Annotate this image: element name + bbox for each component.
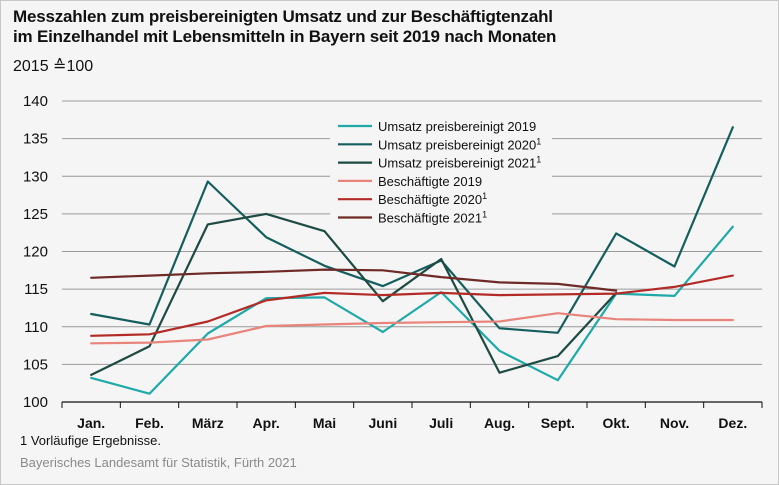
title-line-1: Messzahlen zum preisbereinigten Umsatz u… bbox=[13, 7, 553, 26]
y-tick-label: 105 bbox=[23, 356, 48, 373]
legend-background bbox=[330, 112, 552, 222]
legend-label: Umsatz preisbereinigt 20211 bbox=[378, 155, 541, 171]
legend: Umsatz preisbereinigt 2019 Umsatz preisbe… bbox=[330, 112, 552, 226]
x-tick-label: Dez. bbox=[718, 415, 747, 431]
y-tick-label: 120 bbox=[23, 244, 48, 261]
y-axis: 100 105 110 115 120 125 130 135 140 bbox=[23, 93, 48, 411]
legend-footnote-mark: 1 bbox=[536, 136, 541, 146]
y-tick-label: 110 bbox=[24, 319, 48, 336]
x-tick-label: Juli bbox=[429, 415, 453, 431]
series-line-4 bbox=[90, 312, 734, 345]
x-tick-label: Juni bbox=[368, 415, 397, 431]
y-tick-label: 130 bbox=[23, 168, 48, 185]
series-line-6 bbox=[90, 268, 618, 292]
x-tick-label: Aug. bbox=[484, 415, 515, 431]
legend-label: Beschäftigte 20201 bbox=[378, 191, 487, 207]
legend-label: Beschäftigte 20211 bbox=[378, 210, 487, 226]
x-tick-label: Mai bbox=[313, 415, 336, 431]
x-axis: Jan. Feb. März Apr. Mai Juni Juli Aug. Sept. Okt.… bbox=[61, 401, 763, 431]
chart-subtitle: 2015 ≙100 bbox=[13, 58, 94, 75]
x-tick-label: Apr. bbox=[253, 415, 280, 431]
y-tick-label: 115 bbox=[24, 281, 48, 298]
y-tick-label: 135 bbox=[23, 131, 48, 148]
legend-footnote-mark: 1 bbox=[482, 210, 487, 220]
legend-footnote-mark: 1 bbox=[536, 155, 541, 165]
series-line-3 bbox=[90, 212, 618, 376]
x-tick-label: März bbox=[192, 415, 224, 431]
title-line-2: im Einzelhandel mit Lebensmitteln in Bay… bbox=[13, 27, 557, 46]
legend-footnote-mark: 1 bbox=[482, 191, 487, 201]
x-tick-label: Okt. bbox=[603, 415, 630, 431]
y-tick-label: 125 bbox=[23, 206, 48, 223]
x-tick-label: Nov. bbox=[660, 415, 689, 431]
y-tick-label: 140 bbox=[23, 93, 48, 110]
series-line-1 bbox=[90, 225, 734, 395]
y-tick-label: 100 bbox=[23, 394, 48, 411]
legend-label: Umsatz preisbereinigt 20201 bbox=[378, 136, 541, 152]
series-lines bbox=[90, 126, 734, 395]
x-tick-label: Jan. bbox=[77, 415, 105, 431]
chart-title: Messzahlen zum preisbereinigten Umsatz u… bbox=[13, 7, 773, 47]
series-line-5 bbox=[90, 274, 734, 337]
legend-label: Beschäftigte 2019 bbox=[378, 174, 482, 189]
x-tick-label: Feb. bbox=[135, 415, 164, 431]
footnote: 1 Vorläufige Ergebnisse. bbox=[20, 433, 161, 448]
source-note: Bayerisches Landesamt für Statistik, Für… bbox=[20, 455, 297, 470]
x-tick-label: Sept. bbox=[541, 415, 575, 431]
legend-label: Umsatz preisbereinigt 2019 bbox=[378, 119, 536, 134]
